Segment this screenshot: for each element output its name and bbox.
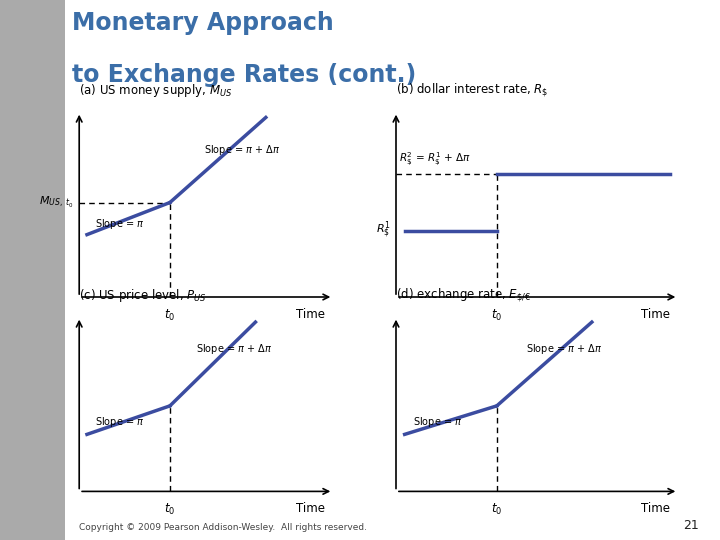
Text: $t_0$: $t_0$ <box>164 502 176 517</box>
Text: Time: Time <box>641 502 670 515</box>
Text: Time: Time <box>297 502 325 515</box>
Text: (a) US money supply, $M_{US}$: (a) US money supply, $M_{US}$ <box>79 82 233 98</box>
Text: $R_{\$}^{2}$ = $R_{\$}^{1}$ + $\Delta\pi$: $R_{\$}^{2}$ = $R_{\$}^{1}$ + $\Delta\pi… <box>399 151 471 168</box>
Text: Slope = $\pi$ + $\Delta\pi$: Slope = $\pi$ + $\Delta\pi$ <box>204 143 280 157</box>
Text: $t_0$: $t_0$ <box>491 502 503 517</box>
Text: Copyright © 2009 Pearson Addison-Wesley.  All rights reserved.: Copyright © 2009 Pearson Addison-Wesley.… <box>79 523 367 532</box>
Text: Time: Time <box>641 308 670 321</box>
Text: Slope = $\pi$: Slope = $\pi$ <box>413 415 463 429</box>
Text: Time: Time <box>297 308 325 321</box>
Text: Monetary Approach: Monetary Approach <box>72 11 334 35</box>
Text: $R_{\$}^{1}$: $R_{\$}^{1}$ <box>376 220 390 241</box>
Text: Slope = $\pi$: Slope = $\pi$ <box>95 415 144 429</box>
Text: (b) dollar interest rate, $R_{\$}$: (b) dollar interest rate, $R_{\$}$ <box>396 81 549 98</box>
Text: (d) exchange rate, $E_{\$/€}$: (d) exchange rate, $E_{\$/€}$ <box>396 287 531 304</box>
Text: $t_0$: $t_0$ <box>164 308 176 323</box>
Text: $M_{US,\ t_0}$: $M_{US,\ t_0}$ <box>39 195 74 210</box>
Text: to Exchange Rates (cont.): to Exchange Rates (cont.) <box>72 63 416 86</box>
Text: Slope = $\pi$: Slope = $\pi$ <box>95 217 144 231</box>
Text: $t_0$: $t_0$ <box>491 308 503 323</box>
Text: 21: 21 <box>683 519 698 532</box>
Text: Slope = $\pi$ + $\Delta\pi$: Slope = $\pi$ + $\Delta\pi$ <box>526 342 602 356</box>
Text: (c) US price level, $P_{US}$: (c) US price level, $P_{US}$ <box>79 287 207 304</box>
Text: Slope = $\pi$ + $\Delta\pi$: Slope = $\pi$ + $\Delta\pi$ <box>196 342 272 356</box>
